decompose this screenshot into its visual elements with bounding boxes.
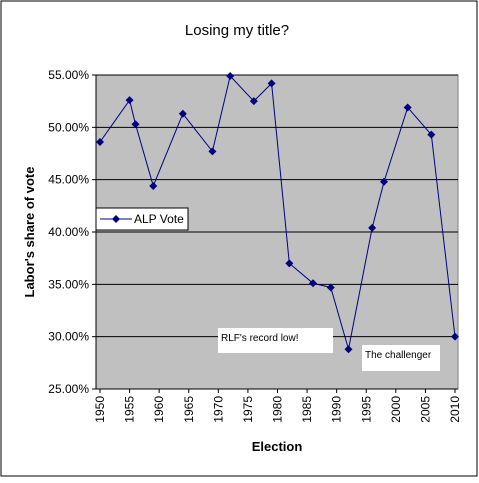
x-tick-label: 1975 — [241, 396, 255, 423]
data-point — [131, 120, 140, 129]
data-line — [99, 75, 456, 350]
legend-marker — [112, 215, 120, 223]
data-point — [249, 97, 258, 106]
y-axis-label: Labor's share of vote — [22, 167, 37, 298]
annotation-box — [218, 328, 333, 353]
data-point — [427, 130, 436, 139]
data-point — [178, 109, 187, 118]
y-tick-label: 35.00% — [48, 277, 89, 291]
data-point — [309, 279, 317, 288]
x-tick-label: 1965 — [182, 396, 196, 423]
annotation-box — [362, 345, 440, 371]
data-point — [267, 79, 276, 88]
data-point — [285, 259, 294, 268]
data-point — [344, 345, 353, 354]
data-point — [368, 223, 377, 232]
y-tick-label: 50.00% — [48, 120, 89, 134]
data-point — [149, 181, 158, 190]
data-point — [125, 96, 134, 105]
y-tick-label: 45.00% — [48, 173, 89, 187]
annotation: The challenger — [365, 350, 432, 361]
data-point — [380, 177, 388, 186]
x-tick-label: 1960 — [152, 396, 166, 423]
x-tick-label: 1985 — [300, 396, 314, 423]
y-tick-label: 40.00% — [48, 225, 89, 239]
data-point — [96, 137, 104, 146]
x-tick-label: 1955 — [123, 396, 137, 423]
data-point — [226, 72, 235, 81]
x-tick-label: 1970 — [211, 396, 225, 423]
y-tick-label: 25.00% — [48, 382, 89, 396]
x-tick-label: 1995 — [359, 396, 373, 423]
x-tick-label: 1950 — [93, 396, 107, 423]
x-tick-label: 2005 — [418, 396, 432, 423]
x-tick-label: 1980 — [271, 396, 285, 423]
x-tick-label: 1990 — [330, 396, 344, 423]
legend-box — [95, 207, 189, 231]
data-point — [208, 147, 217, 156]
y-tick-label: 55.00% — [48, 68, 89, 82]
data-point — [451, 332, 459, 341]
x-tick-label: 2000 — [389, 396, 403, 423]
chart-title: Losing my title? — [185, 22, 289, 39]
data-point — [326, 283, 335, 292]
x-tick-label: 2010 — [448, 396, 462, 423]
legend-label: ALP Vote — [134, 212, 184, 226]
x-axis-label: Election — [252, 439, 303, 454]
y-tick-label: 30.00% — [48, 330, 89, 344]
annotation: RLF's record low! — [221, 333, 299, 344]
data-point — [403, 103, 412, 112]
